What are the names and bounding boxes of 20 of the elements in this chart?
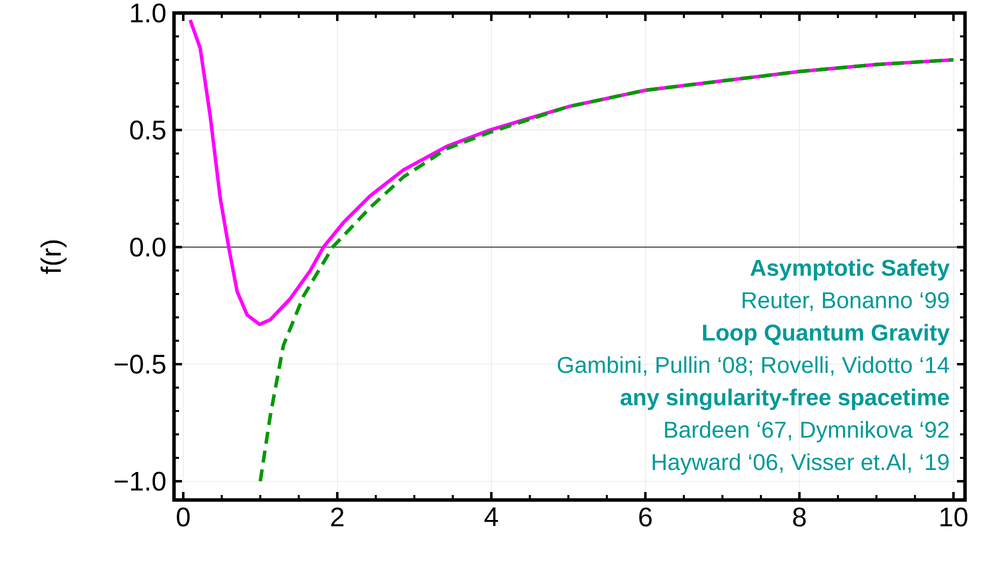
x-tick-label: 8	[793, 508, 806, 527]
x-tick-label: 4	[484, 507, 498, 526]
annotation: Gambini, Pullin ‘08; Rovelli, Vidotto ‘14	[558, 356, 950, 376]
line-series	[258, 58, 956, 483]
annotation: Reuter, Bonanno ‘99	[742, 292, 949, 312]
annotation: Bardeen ‘67, Dymnikova ‘92	[665, 421, 949, 442]
y-tick-label: −1.0	[114, 472, 166, 491]
x-tick-label: 6	[639, 508, 652, 527]
annotation: any singularity-free spacetime	[620, 388, 949, 410]
x-tick-label: 0	[176, 508, 190, 527]
y-tick-label: 1.0	[131, 3, 166, 23]
annotation: Loop Quantum Gravity	[703, 324, 950, 346]
y-axis-title: f(r)	[40, 240, 67, 274]
y-tick-label: 0.0	[130, 238, 166, 257]
annotation: Asymptotic Safety	[750, 259, 950, 280]
annotation: Hayward ‘06, Visser et.Al, ‘19	[652, 453, 949, 475]
x-tick-label: 2	[331, 508, 344, 526]
x-tick-label: 10	[940, 508, 968, 527]
y-tick-label: 0.5	[130, 120, 166, 140]
y-tick-label: −0.5	[114, 354, 166, 374]
